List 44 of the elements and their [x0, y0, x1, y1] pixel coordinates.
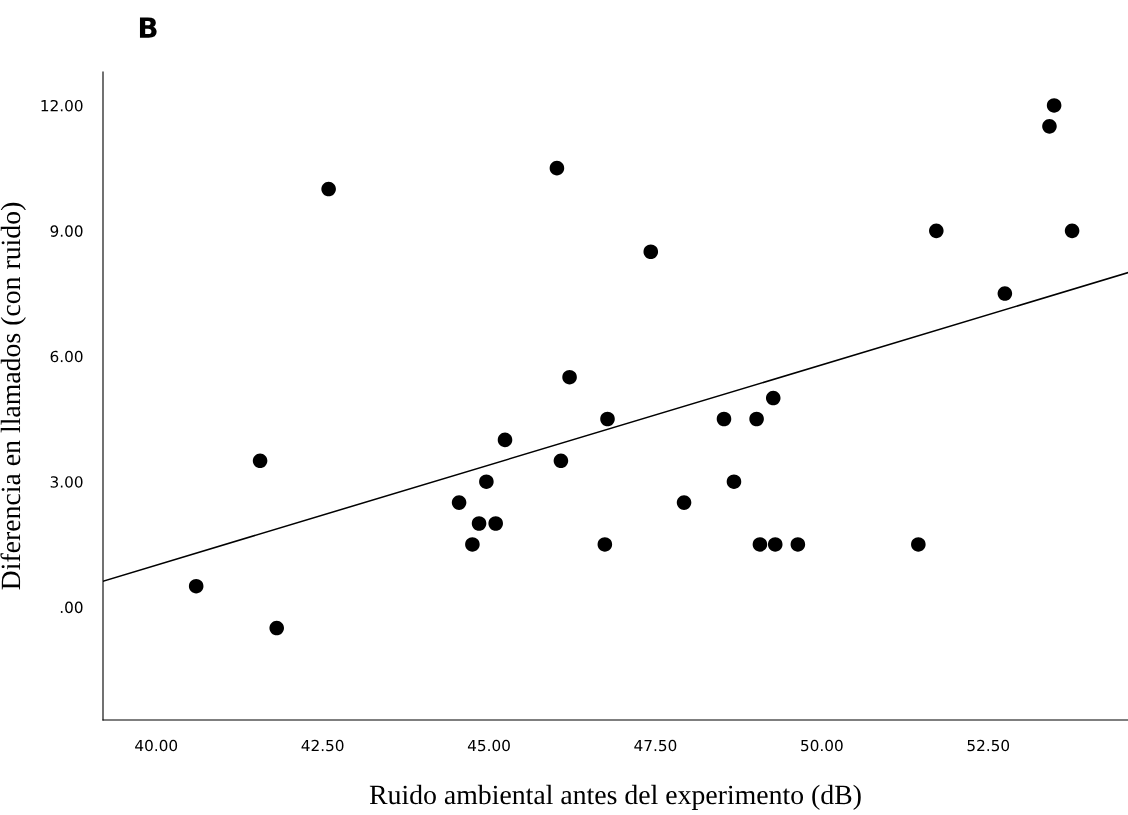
point — [1064, 223, 1080, 239]
point — [479, 474, 494, 489]
y-axis-title: Diferencia en llamados (con ruido) — [0, 202, 26, 590]
text: B — [139, 17, 157, 38]
y-tick-label: 6.00 — [50, 350, 83, 363]
point — [765, 390, 781, 406]
point — [562, 369, 577, 385]
y-tick-label: .00 — [60, 601, 83, 614]
x-tick-label: 47.50 — [634, 739, 677, 752]
x-tick-label: 52.50 — [967, 739, 1010, 752]
point — [188, 578, 204, 594]
point — [549, 160, 565, 176]
point — [911, 537, 926, 552]
point — [597, 537, 613, 552]
point — [752, 537, 768, 552]
point — [676, 495, 692, 510]
point — [997, 286, 1013, 301]
point — [790, 537, 806, 552]
y-tick-label: 3.00 — [50, 476, 83, 488]
y-tick-label: 9.00 — [50, 225, 83, 237]
point — [929, 223, 944, 239]
x-axis-title: Ruido ambiental antes del experimento (dB) — [369, 784, 861, 810]
point — [716, 411, 732, 427]
point — [749, 411, 764, 427]
x-tick-label: 50.00 — [801, 739, 843, 752]
point — [451, 495, 467, 510]
x-tick-label: 40.00 — [135, 739, 178, 752]
point — [269, 620, 284, 636]
point — [497, 432, 513, 448]
y-tick-label: 12.00 — [41, 99, 83, 112]
point — [465, 537, 480, 552]
point — [600, 411, 615, 427]
point — [767, 537, 783, 552]
point — [471, 516, 487, 531]
point — [252, 453, 268, 469]
point — [321, 181, 336, 197]
point — [488, 516, 503, 531]
point — [1042, 119, 1057, 134]
point — [1046, 98, 1062, 113]
x-tick-label: 42.50 — [301, 739, 344, 752]
point — [643, 244, 659, 260]
x-tick-label: 45.00 — [467, 739, 510, 752]
point — [553, 453, 569, 469]
point — [726, 474, 742, 489]
